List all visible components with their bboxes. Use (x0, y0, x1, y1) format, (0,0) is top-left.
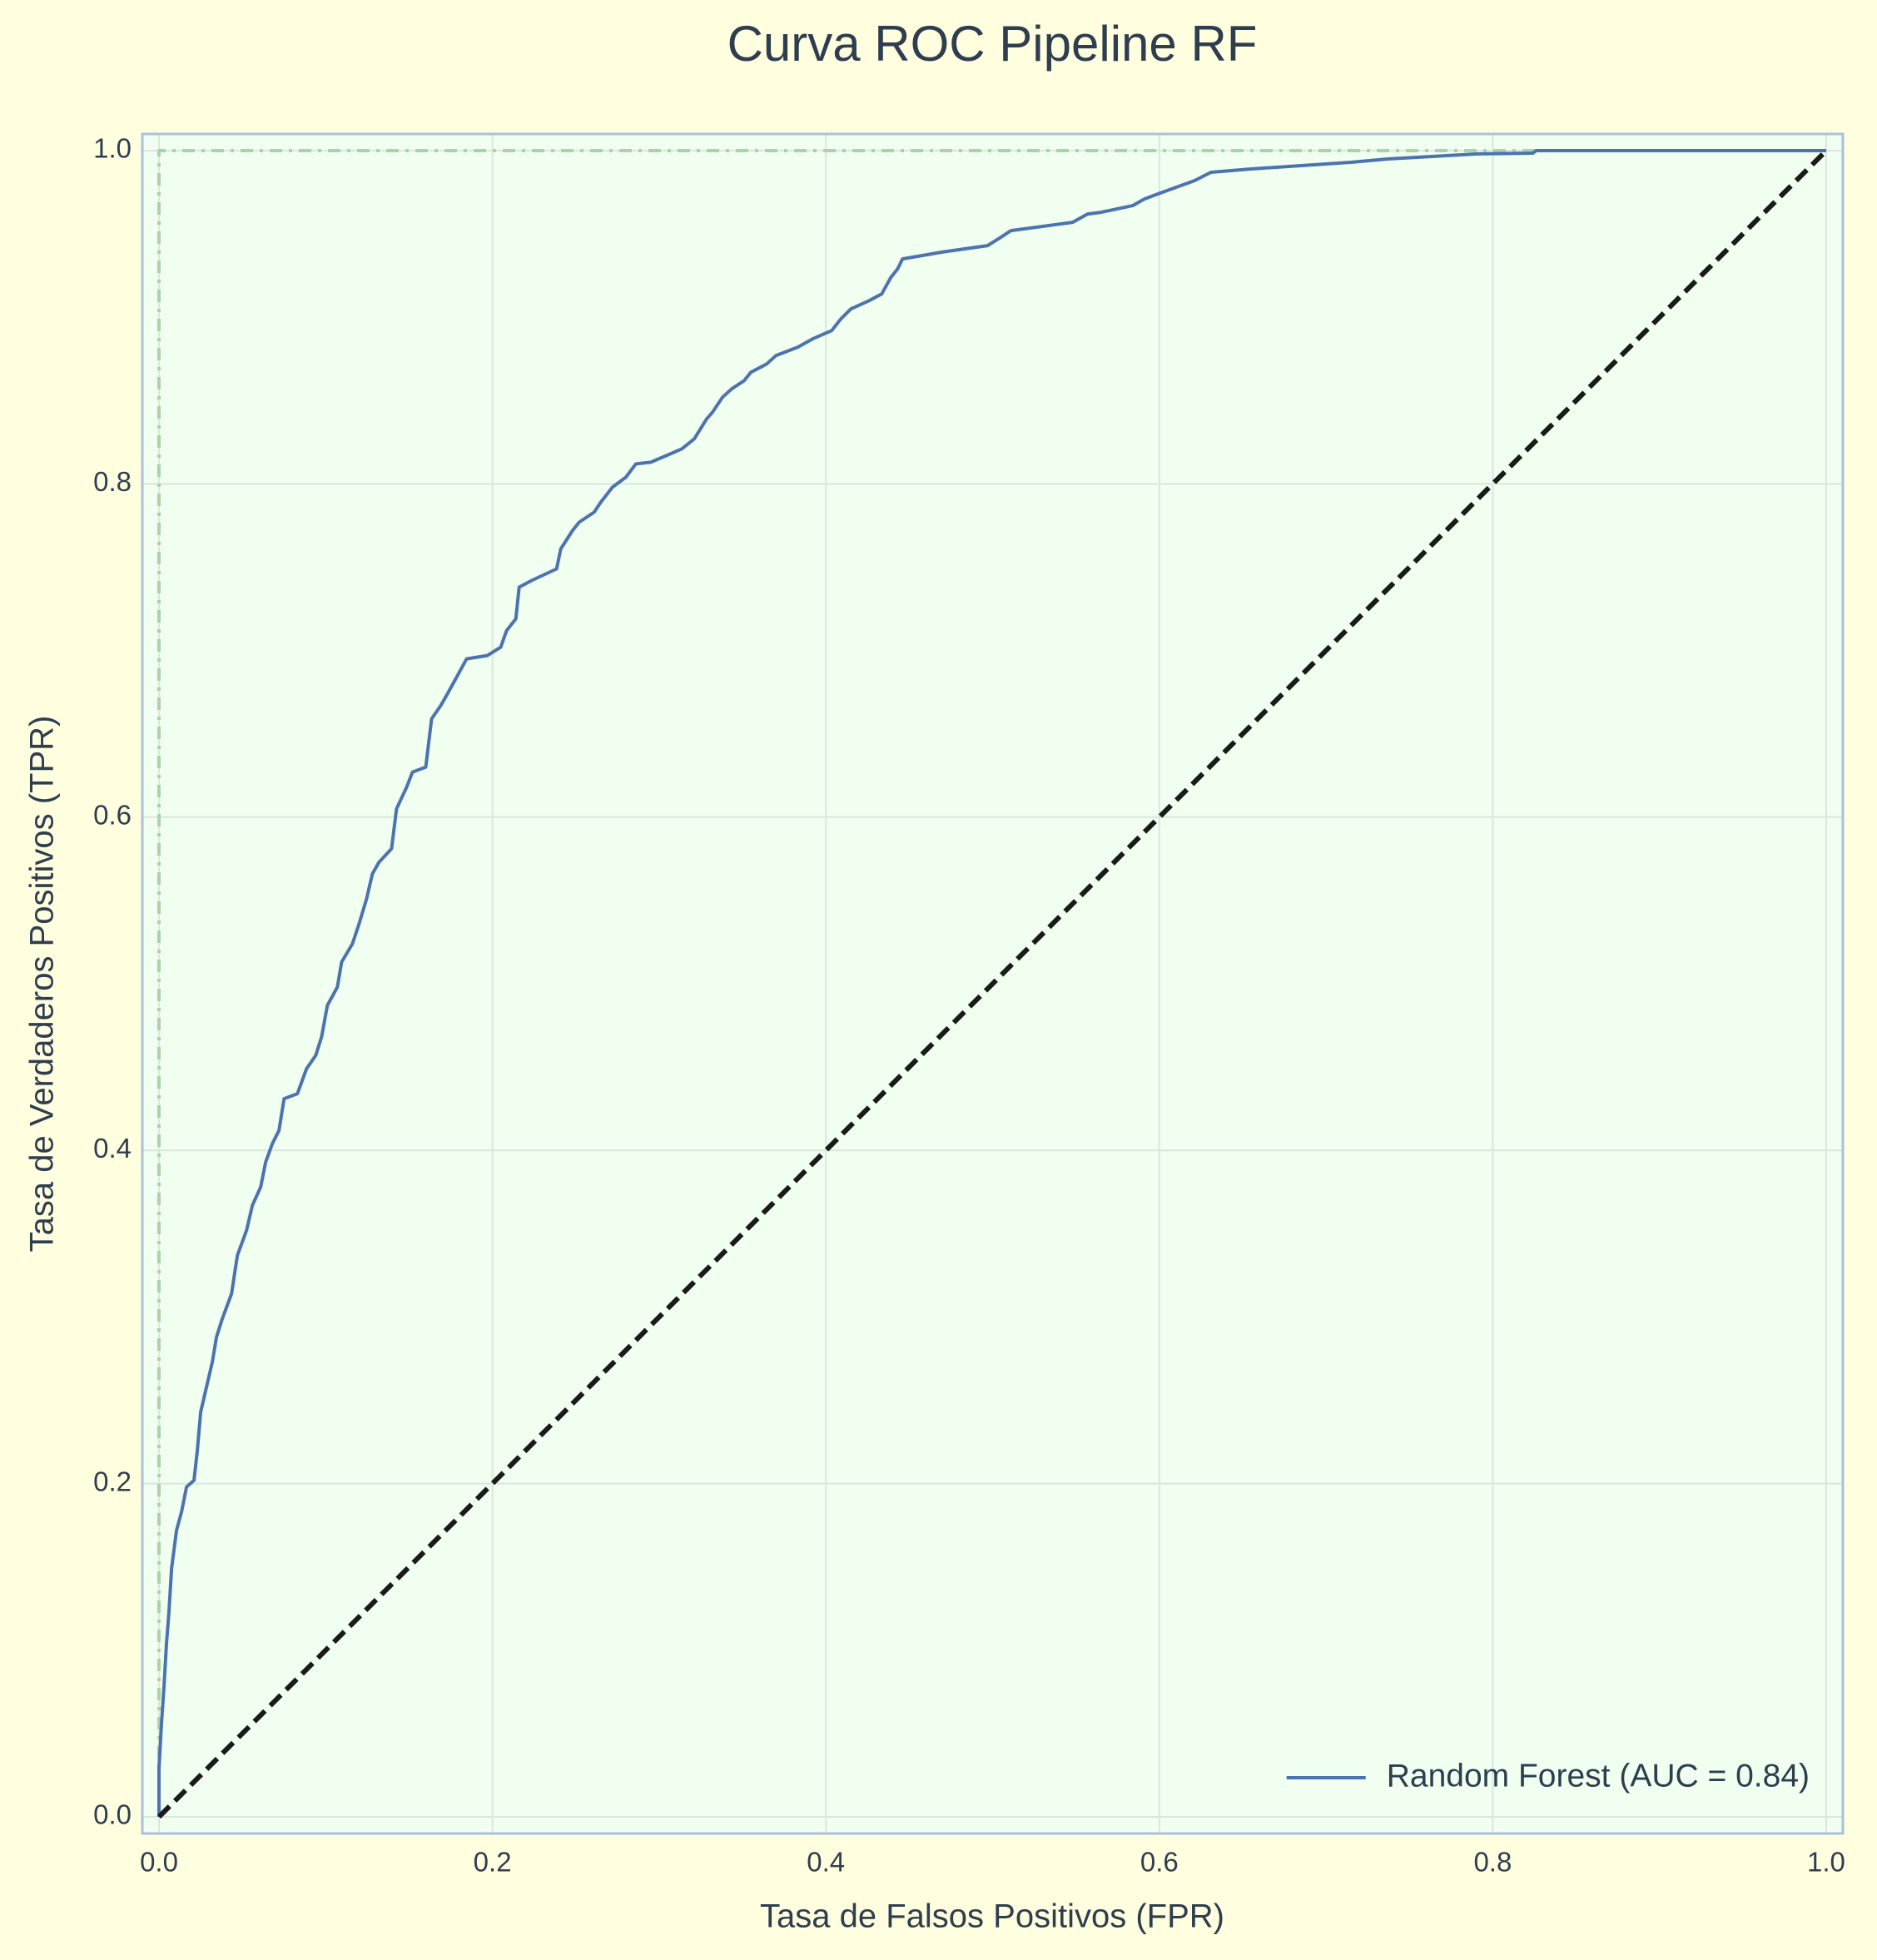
x-tick-label: 1.0 (1807, 1847, 1845, 1878)
x-tick-label: 0.0 (140, 1847, 178, 1878)
y-tick-label: 0.0 (93, 1799, 132, 1830)
y-tick-label: 0.8 (93, 466, 132, 497)
y-tick-label: 0.4 (93, 1133, 132, 1164)
y-tick-label: 0.2 (93, 1466, 132, 1496)
x-tick-label: 0.6 (1140, 1847, 1179, 1878)
y-tick-label: 1.0 (93, 133, 132, 164)
x-tick-label: 0.2 (474, 1847, 512, 1878)
plot-frame (141, 132, 1845, 1835)
legend-label: Random Forest (AUC = 0.84) (1387, 1758, 1810, 1794)
x-axis-label: Tasa de Falsos Positivos (FPR) (760, 1898, 1224, 1935)
series-line (156, 148, 1829, 1819)
chart-title: Curva ROC Pipeline RF (727, 16, 1258, 72)
series-line (157, 149, 1826, 1817)
series-line (157, 149, 1826, 1817)
x-tick-label: 0.8 (1473, 1847, 1512, 1878)
x-tick-label: 0.4 (807, 1847, 845, 1878)
y-axis-label: Tasa de Verdaderos Positivos (TPR) (24, 716, 61, 1253)
y-tick-label: 0.6 (93, 800, 132, 831)
